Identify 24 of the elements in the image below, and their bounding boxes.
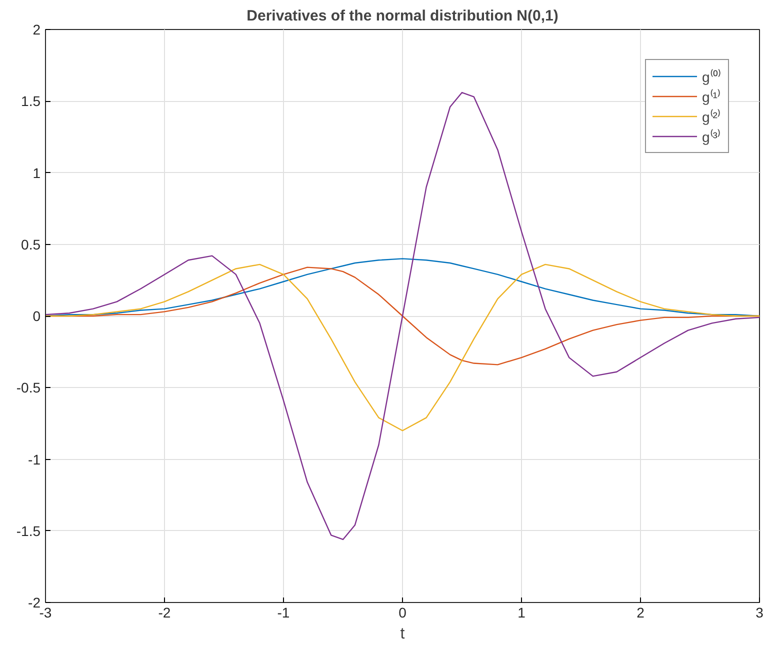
x-tick-label: -3 bbox=[39, 604, 52, 620]
y-tick-label: 1.5 bbox=[21, 93, 41, 110]
legend-label: g⁽¹⁾ bbox=[702, 88, 722, 106]
y-tick-label: 2 bbox=[32, 22, 41, 38]
y-tick-label: -2 bbox=[28, 594, 41, 610]
y-tick-label: 0 bbox=[32, 308, 41, 324]
y-tick-label: 1 bbox=[32, 164, 41, 181]
legend-label: g⁽⁰⁾ bbox=[702, 68, 722, 86]
x-tick-label: 1 bbox=[518, 604, 526, 620]
legend-label: g⁽³⁾ bbox=[702, 128, 722, 146]
chart-title: Derivatives of the normal distribution N(0,1) bbox=[246, 8, 558, 24]
y-tick-label: -1.5 bbox=[16, 522, 41, 539]
legend-label: g⁽²⁾ bbox=[702, 108, 722, 126]
y-tick-label: -0.5 bbox=[16, 380, 41, 396]
x-tick-label: 0 bbox=[398, 604, 407, 620]
y-tick-label: 0.5 bbox=[21, 236, 41, 252]
line-series bbox=[46, 264, 760, 432]
x-tick-label: -2 bbox=[158, 604, 171, 620]
x-tick-label: 3 bbox=[756, 604, 764, 620]
x-tick-label: 2 bbox=[636, 604, 645, 620]
x-tick-label: -1 bbox=[277, 604, 290, 620]
y-tick-label: -1 bbox=[28, 451, 41, 468]
line-series bbox=[46, 258, 760, 317]
x-axis-title: t bbox=[400, 626, 406, 642]
